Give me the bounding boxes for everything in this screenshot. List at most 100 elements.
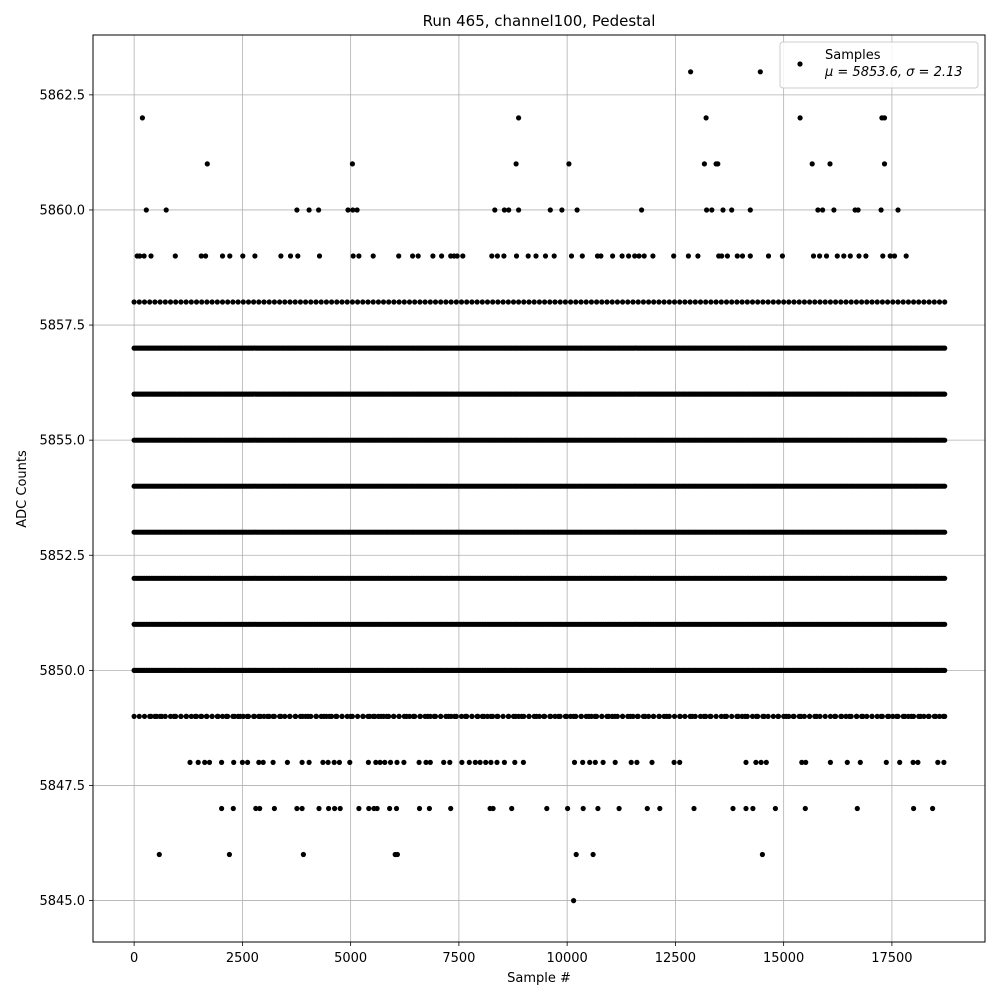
data-point	[244, 713, 250, 720]
data-point	[544, 805, 550, 812]
data-point	[931, 299, 937, 305]
data-point	[488, 713, 494, 720]
data-point	[817, 299, 823, 305]
data-point	[380, 299, 387, 305]
data-point	[587, 759, 593, 766]
data-point	[704, 207, 710, 213]
data-point	[282, 299, 288, 305]
data-point	[854, 805, 860, 812]
data-point	[339, 299, 345, 305]
data-point	[765, 713, 771, 720]
plot-frame	[92, 34, 986, 943]
data-point	[373, 759, 379, 766]
data-point	[261, 299, 267, 305]
data-point	[936, 299, 943, 305]
data-point	[750, 805, 756, 812]
data-point	[799, 759, 805, 766]
data-point	[604, 299, 610, 305]
data-point	[474, 299, 480, 305]
data-point	[350, 253, 356, 259]
data-point	[479, 299, 485, 305]
data-point	[292, 299, 298, 305]
data-point	[500, 713, 506, 720]
data-point	[910, 759, 916, 766]
data-point	[148, 713, 154, 720]
data-point	[786, 299, 792, 305]
data-point	[689, 713, 695, 720]
data-point	[625, 299, 631, 305]
data-point	[325, 759, 331, 766]
data-point	[619, 253, 625, 259]
data-point	[874, 713, 880, 720]
data-point	[225, 299, 231, 305]
data-point	[833, 299, 839, 305]
data-point	[162, 299, 168, 305]
data-point	[438, 713, 444, 720]
data-point	[271, 805, 277, 812]
data-point	[277, 299, 283, 305]
data-point	[942, 667, 948, 674]
data-point	[416, 805, 423, 812]
data-point	[257, 805, 263, 812]
x-tick-label: 15000	[763, 951, 804, 966]
data-point	[264, 713, 271, 720]
data-point	[282, 713, 288, 720]
data-point	[141, 713, 148, 720]
data-point	[739, 253, 746, 259]
data-point	[796, 299, 802, 305]
data-point	[472, 759, 478, 766]
data-point	[366, 805, 372, 812]
data-point	[887, 253, 893, 259]
data-point	[365, 299, 371, 305]
data-point	[661, 299, 667, 305]
data-point	[209, 713, 215, 720]
data-point	[685, 253, 692, 259]
y-tick-label: 5852.5	[40, 549, 86, 564]
data-point	[226, 851, 232, 858]
data-point	[349, 299, 355, 305]
data-point	[548, 713, 554, 720]
data-point	[590, 851, 596, 858]
data-point	[565, 805, 571, 812]
data-point	[632, 253, 638, 259]
data-point	[141, 253, 147, 259]
data-point	[137, 253, 143, 259]
data-point	[651, 299, 657, 305]
data-point	[202, 759, 208, 766]
data-point	[178, 299, 184, 305]
data-point	[192, 713, 198, 720]
data-point	[783, 713, 789, 720]
data-point	[729, 299, 735, 305]
data-point	[406, 299, 413, 305]
y-tick-label: 5850.0	[40, 664, 86, 679]
data-point	[266, 299, 272, 305]
data-point	[600, 759, 606, 766]
data-point	[839, 713, 845, 720]
data-point	[490, 299, 496, 305]
data-point	[339, 713, 345, 720]
data-point	[703, 299, 709, 305]
data-point	[834, 253, 840, 259]
data-point	[448, 805, 454, 812]
data-point	[394, 851, 400, 858]
data-point	[715, 161, 721, 167]
data-point	[869, 713, 875, 720]
data-point	[801, 299, 808, 305]
data-point	[743, 759, 749, 766]
data-point	[832, 713, 838, 720]
data-point	[708, 299, 714, 305]
data-point	[495, 299, 501, 305]
data-point	[372, 713, 378, 720]
data-point	[720, 207, 726, 213]
data-point	[270, 713, 276, 720]
data-point	[326, 805, 332, 812]
data-point	[356, 805, 362, 812]
data-point	[219, 253, 226, 259]
data-point	[526, 299, 532, 305]
data-point	[921, 299, 927, 305]
data-point	[412, 299, 418, 305]
data-point	[639, 207, 645, 213]
y-tick-label: 5847.5	[40, 779, 86, 794]
data-point	[724, 253, 731, 259]
data-point	[303, 299, 309, 305]
